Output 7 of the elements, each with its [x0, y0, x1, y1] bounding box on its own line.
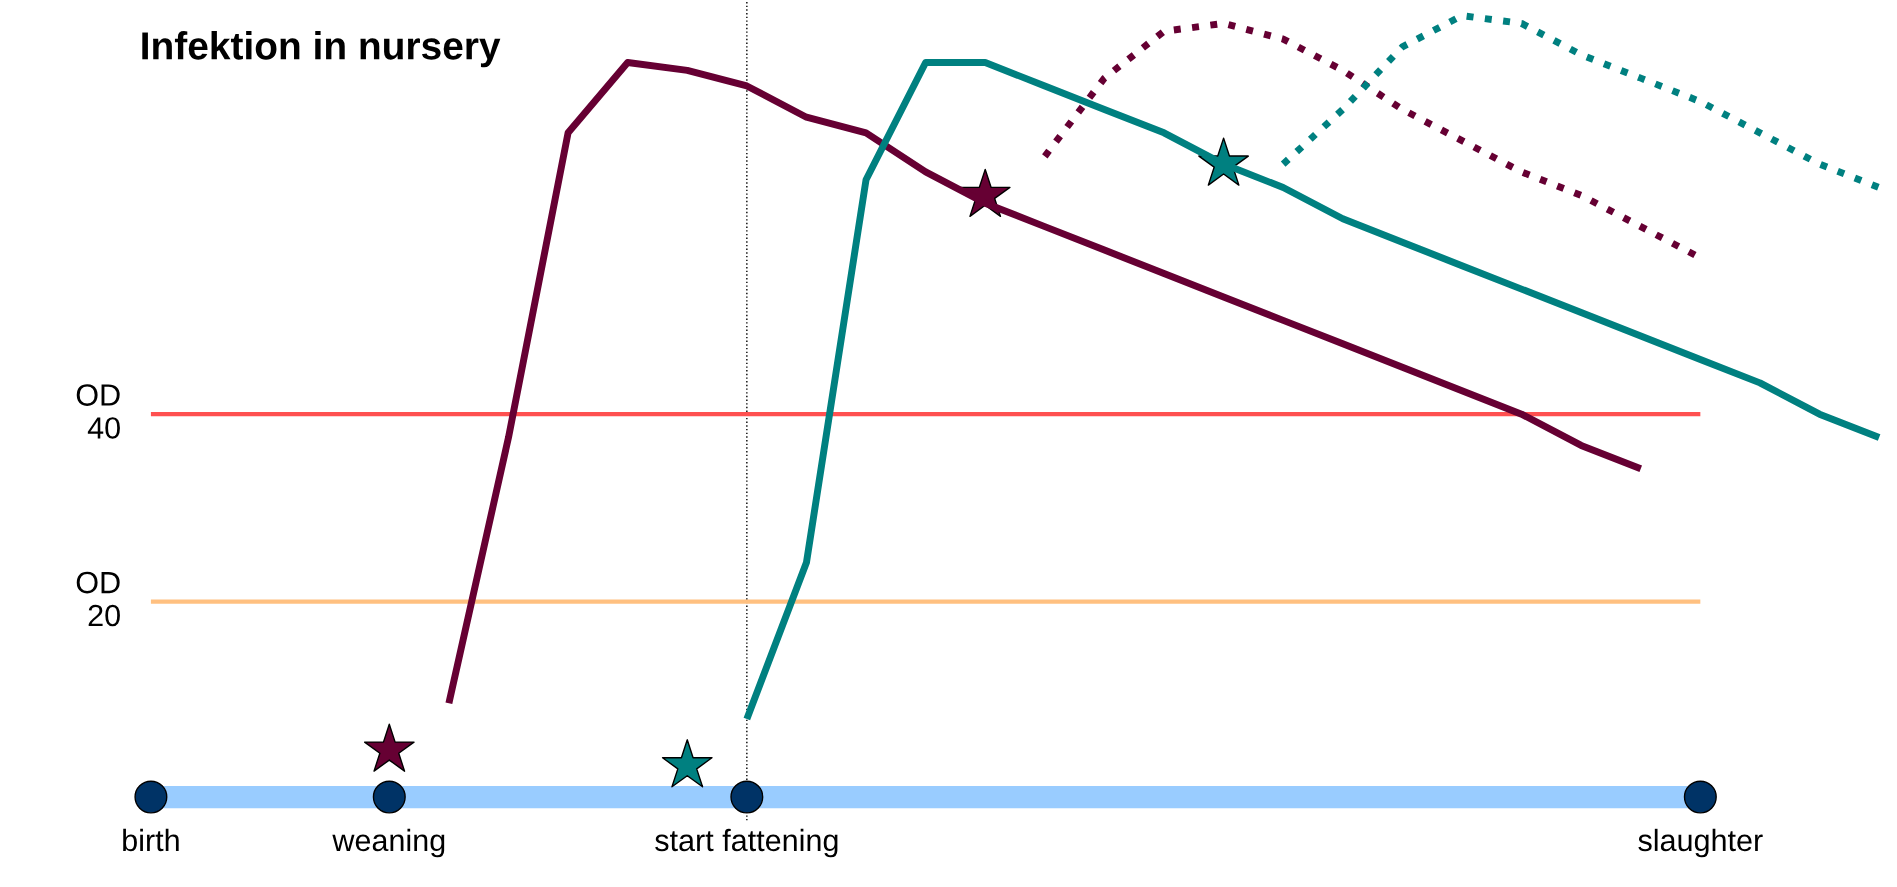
x-tick-label: weaning [332, 828, 445, 858]
series-label: OD 40 [76, 384, 120, 439]
chart-title: Infektion in nursery [142, 31, 501, 68]
x-tick-label: start fattening [655, 828, 838, 858]
series-label: OD 20 [76, 571, 120, 627]
x-tick-label: slaughter [1638, 828, 1763, 858]
x-tick-label: birth [123, 828, 179, 852]
